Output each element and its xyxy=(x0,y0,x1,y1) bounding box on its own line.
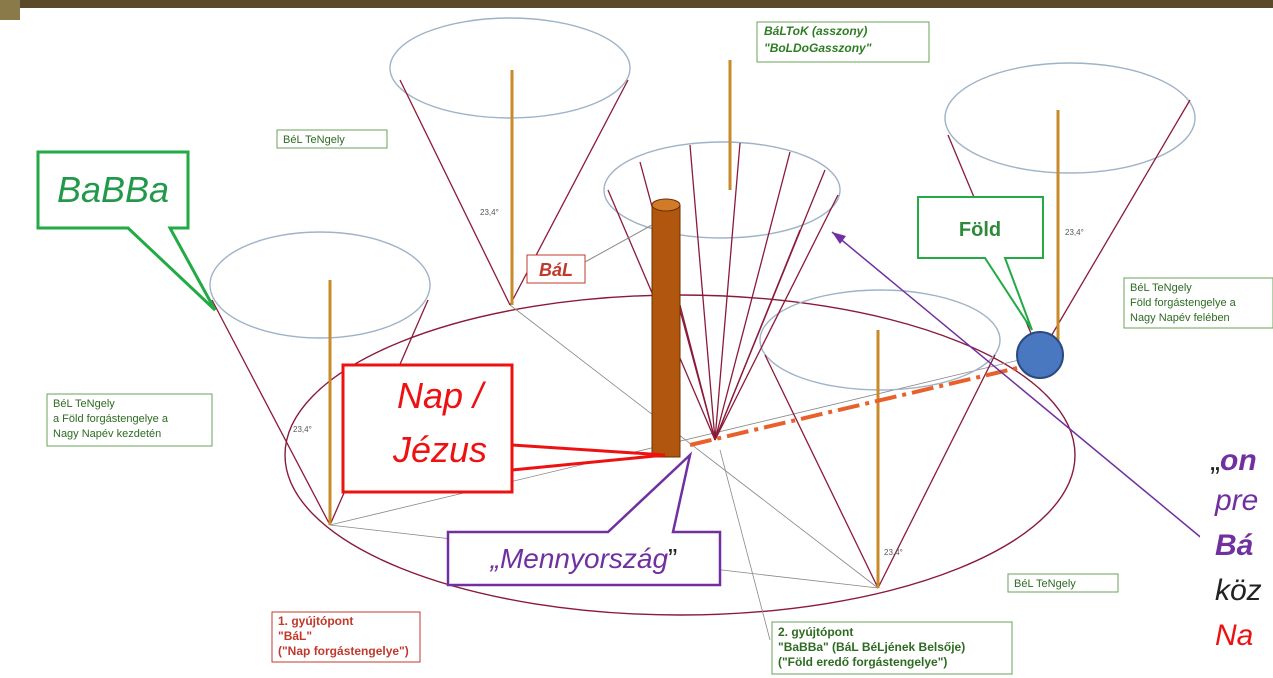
sun-top xyxy=(652,199,680,211)
label: 2. gyújtópont xyxy=(778,625,853,639)
label: ("Föld eredő forgástengelye") xyxy=(778,655,947,669)
label: 1. gyújtópont xyxy=(278,614,353,628)
cone-center xyxy=(604,60,840,440)
quote: „ xyxy=(1210,444,1220,477)
leader xyxy=(585,225,652,262)
label: BáLToK (asszony) xyxy=(764,24,867,38)
label: BéL TeNgely xyxy=(1014,578,1076,590)
page: Diagram {"labels": { "top_center": ["BáL… xyxy=(0,0,1273,678)
side-text: Na xyxy=(1215,619,1253,652)
callout-text: „Mennyország” xyxy=(490,543,678,574)
word: Mennyország xyxy=(500,543,669,574)
label: BáL xyxy=(539,260,573,280)
angle-label: 23,4° xyxy=(480,208,499,217)
label: BéL TeNgely xyxy=(1130,282,1192,294)
callout-text: Föld xyxy=(959,219,1001,241)
cone-top-left xyxy=(390,18,630,305)
callout-text: BaBBa xyxy=(57,169,169,210)
top-strip xyxy=(0,0,1273,8)
cone-mid-right xyxy=(760,290,1000,588)
side-text: pre xyxy=(1214,484,1258,517)
quote-close: ” xyxy=(668,543,677,574)
label: "BaBBa" (BáL BéLjének Belsője) xyxy=(778,640,965,654)
sun-pillar xyxy=(652,205,680,457)
label: "BáL" xyxy=(278,629,312,643)
side-text: Bá xyxy=(1215,529,1253,562)
label: Nagy Napév kezdetén xyxy=(53,428,161,440)
label: ("Nap forgástengelye") xyxy=(278,644,409,658)
angle-label: 23,4° xyxy=(293,425,312,434)
word: on xyxy=(1220,444,1257,477)
corner-image xyxy=(0,0,20,20)
earth xyxy=(1017,332,1063,378)
angle-label: 23,4° xyxy=(1065,228,1084,237)
body: BáLToK (asszony) "BoLDoGasszony" BéL TeN… xyxy=(0,0,1273,678)
diagram: BáLToK (asszony) "BoLDoGasszony" BéL TeN… xyxy=(0,0,1273,678)
label: "BoLDoGasszony" xyxy=(764,41,872,55)
label: Nagy Napév felében xyxy=(1130,312,1230,324)
label: BéL TeNgely xyxy=(283,134,345,146)
side-text: „on xyxy=(1210,444,1257,477)
callout xyxy=(343,365,665,492)
quote-open: „ xyxy=(490,543,500,574)
side-text: köz xyxy=(1215,574,1262,607)
angle-label: 23,4° xyxy=(884,548,903,557)
callout-text: Jézus xyxy=(392,429,487,470)
callout-text: Nap / xyxy=(397,375,487,416)
callout xyxy=(918,197,1043,330)
label: Föld forgástengelye a xyxy=(1130,297,1237,309)
label: BéL TeNgely xyxy=(53,398,115,410)
label: a Föld forgástengelye a xyxy=(53,413,169,425)
